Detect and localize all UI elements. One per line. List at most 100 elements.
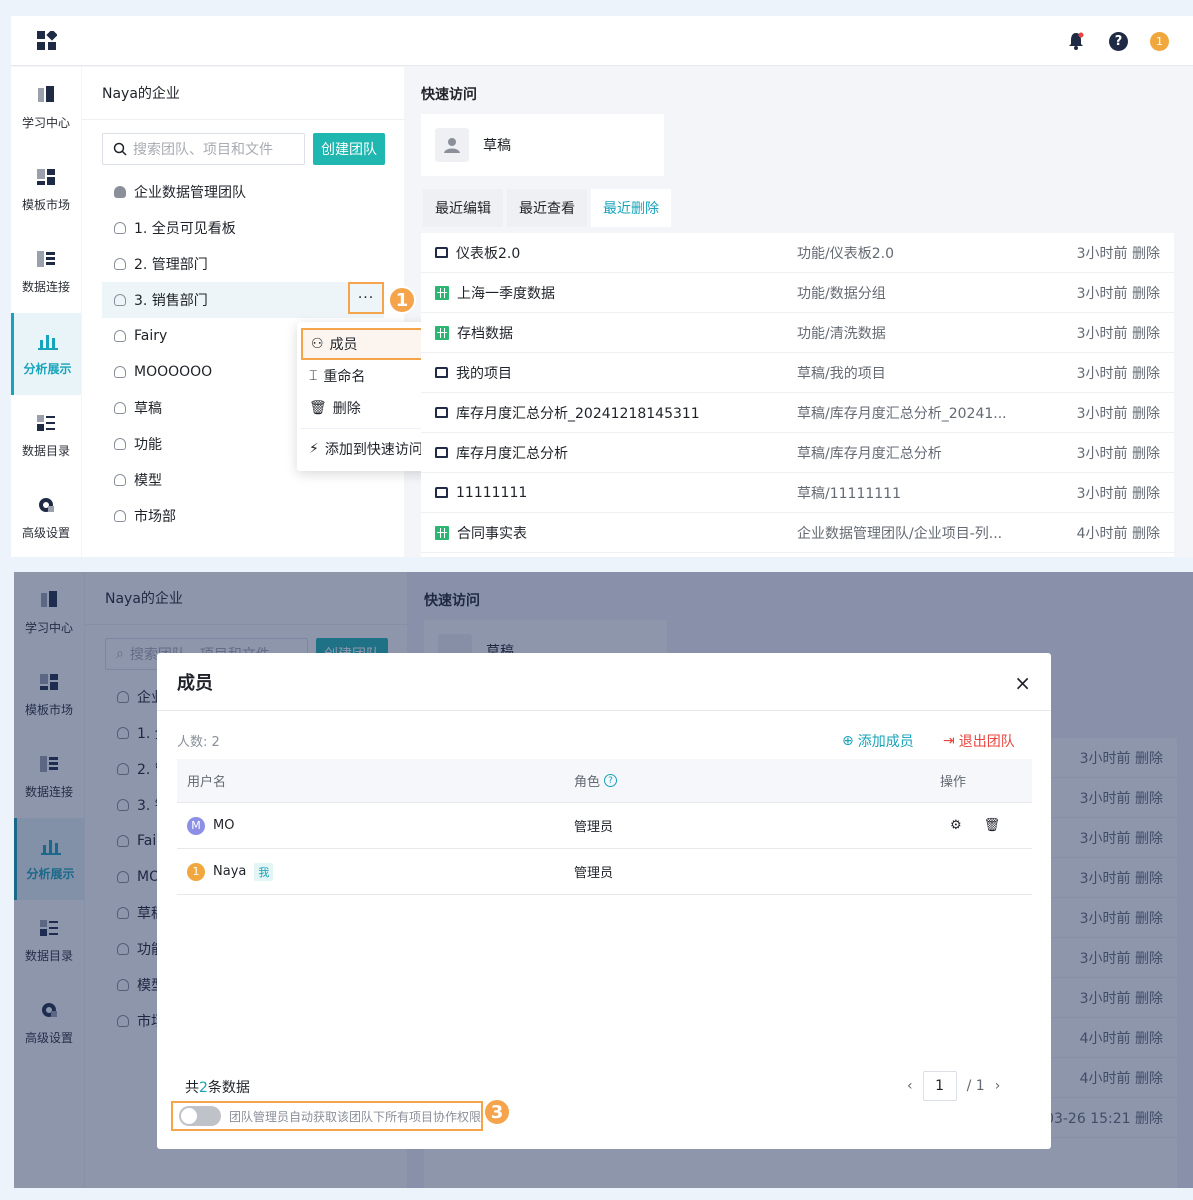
auto-permission-toggle[interactable] — [179, 1106, 221, 1126]
file-row[interactable]: 我的项目 草稿/我的项目 3小时前 删除 — [421, 353, 1174, 393]
spreadsheet-icon — [435, 285, 449, 300]
dashboard-icon — [435, 407, 448, 418]
team-icon — [114, 402, 126, 414]
team-item[interactable]: 模型 — [102, 462, 384, 498]
file-name: 仪表板2.0 — [456, 245, 521, 262]
team-item[interactable]: 1. 全员可见看板 — [102, 210, 384, 246]
dashboard-icon — [435, 367, 448, 378]
help-icon[interactable]: ? — [1109, 31, 1128, 51]
search-input[interactable]: 搜索团队、项目和文件 — [102, 133, 305, 165]
file-row[interactable]: 库存月度汇总分析 草稿/库存月度汇总分析 3小时前 删除 — [421, 433, 1174, 473]
nav-item-learning[interactable]: 学习中心 — [11, 67, 81, 149]
dashboard-icon — [435, 487, 448, 498]
file-row[interactable]: 合同事实表 企业数据管理团队/企业项目-列... 4小时前 删除 — [421, 513, 1174, 553]
role-value: 管理员 — [574, 866, 614, 881]
quick-access-card[interactable]: 草稿 — [421, 114, 664, 176]
add-member-button[interactable]: ⊕ 添加成员 — [842, 733, 914, 750]
file-time: 3小时前 删除 — [1076, 445, 1160, 462]
bell-icon[interactable] — [1065, 30, 1087, 52]
file-time: 3小时前 删除 — [1076, 245, 1160, 262]
screenshot-members-modal: 学习中心 模板市场 数据连接 分析展示 数据目录 高级设置 Naya的企业 ⌕搜… — [14, 572, 1193, 1188]
auto-permission-setting: 团队管理员自动获取该团队下所有项目协作权限 — [171, 1101, 483, 1131]
table-row: 1 Naya 我 管理员 — [177, 849, 1032, 895]
file-time: 3小时前 删除 — [1076, 405, 1160, 422]
file-row[interactable]: 库存月度汇总分析_20241218145311 草稿/库存月度汇总分析_20241… — [421, 393, 1174, 433]
search-icon — [113, 142, 127, 156]
nav-item-settings[interactable]: 高级设置 — [11, 477, 81, 557]
nav-item-template[interactable]: 模板市场 — [11, 149, 81, 231]
file-path: 企业数据管理团队/企业项目-列... — [797, 525, 1003, 542]
nav-label: 数据连接 — [21, 279, 70, 294]
close-icon[interactable]: × — [1014, 671, 1031, 695]
file-row[interactable]: 存档数据 功能/清洗数据 3小时前 删除 — [421, 313, 1174, 353]
step-badge-3: 3 — [483, 1098, 511, 1126]
chevron-left-icon[interactable]: ‹ — [907, 1078, 913, 1094]
person-icon — [435, 128, 469, 162]
file-path: 草稿/库存月度汇总分析_20241... — [797, 405, 1007, 422]
nav-item-connection[interactable]: 数据连接 — [11, 231, 81, 313]
file-row[interactable]: 仪表板2.0 功能/仪表板2.0 3小时前 删除 — [421, 233, 1174, 273]
menu-item-quick-access[interactable]: ⚡ 添加到快速访问 — [309, 441, 423, 458]
team-item[interactable]: 2. 管理部门 — [102, 246, 384, 282]
team-item[interactable]: MOOOOOO — [102, 354, 384, 390]
file-name: 11111111 — [456, 484, 528, 501]
question-icon[interactable]: ? — [604, 774, 618, 787]
team-item[interactable]: 市场部 — [102, 498, 384, 534]
dashboard-icon — [435, 247, 448, 258]
settings-icon[interactable]: ⚙ — [950, 818, 962, 833]
members-modal: 成员 × 人数: 2 ⊕ 添加成员 ⇥ 退出团队 用户名 角色? 操作 M MO 管理… — [157, 653, 1051, 1149]
left-nav: 学习中心 模板市场 数据连接 分析展示 数据目录 高级设置 — [11, 67, 81, 557]
menu-item-members[interactable]: ⚇ 成员 — [301, 328, 433, 360]
modal-title: 成员 — [177, 672, 213, 694]
team-icon — [114, 222, 126, 234]
modal-header: 成员 × — [157, 653, 1051, 711]
team-item[interactable]: 功能 — [102, 426, 384, 462]
org-name: Naya的企业 — [102, 86, 180, 102]
chevron-right-icon[interactable]: › — [994, 1078, 1001, 1094]
team-list: 企业数据管理团队 1. 全员可见看板 2. 管理部门 3. 销售部门 Fairy… — [102, 174, 384, 534]
trash-icon[interactable]: 🗑 — [983, 818, 1001, 833]
file-name: 库存月度汇总分析_20241218145311 — [456, 405, 700, 422]
team-item[interactable]: 草稿 — [102, 390, 384, 426]
logout-icon: ⇥ — [943, 733, 955, 749]
nav-item-analysis[interactable]: 分析展示 — [11, 313, 81, 395]
tab-recent-delete[interactable]: 最近删除 — [591, 189, 671, 227]
file-path: 草稿/我的项目 — [797, 365, 886, 382]
file-name: 上海一季度数据 — [457, 285, 555, 302]
nav-label: 高级设置 — [21, 525, 70, 540]
team-item[interactable]: 企业数据管理团队 — [102, 174, 384, 210]
apps-logo-icon[interactable] — [37, 31, 57, 51]
nav-item-catalog[interactable]: 数据目录 — [11, 395, 81, 477]
nav-label: 模板市场 — [21, 197, 70, 212]
user-avatar[interactable]: 1 — [1150, 31, 1169, 51]
file-row[interactable]: 11111111 草稿/11111111 3小时前 删除 — [421, 473, 1174, 513]
search-placeholder: 搜索团队、项目和文件 — [133, 142, 273, 158]
file-row[interactable]: 上海一季度数据 功能/数据分组 3小时前 删除 — [421, 273, 1174, 313]
file-time: 3小时前 删除 — [1076, 325, 1160, 342]
trash-icon: 🗑 — [309, 400, 327, 416]
exit-team-button[interactable]: ⇥ 退出团队 — [943, 733, 1015, 750]
team-icon — [114, 258, 126, 270]
page-total: / 1 — [966, 1078, 985, 1094]
rename-icon: ⌶ — [309, 368, 318, 384]
file-name: 库存月度汇总分析 — [456, 445, 568, 462]
more-options-button[interactable]: ··· — [348, 282, 384, 314]
members-table: 用户名 角色? 操作 M MO 管理员 ⚙ 🗑 1 Naya 我 管理员 — [177, 759, 1032, 895]
team-icon — [114, 330, 126, 342]
tab-recent-view[interactable]: 最近查看 — [507, 189, 587, 227]
col-username: 用户名 — [187, 775, 227, 790]
file-path: 功能/清洗数据 — [797, 325, 886, 342]
page-input[interactable]: 1 — [922, 1071, 957, 1101]
file-path: 草稿/11111111 — [797, 485, 901, 502]
member-count: 人数: 2 — [177, 735, 220, 750]
nav-label: 分析展示 — [23, 361, 72, 376]
spreadsheet-icon — [435, 325, 449, 340]
menu-item-rename[interactable]: ⌶ 重命名 — [309, 368, 366, 385]
tab-recent-edit[interactable]: 最近编辑 — [423, 189, 503, 227]
create-team-button[interactable]: 创建团队 — [313, 133, 385, 165]
team-item[interactable]: Fairy — [102, 318, 384, 354]
connection-icon — [37, 250, 55, 267]
role-value: 管理员 — [574, 820, 614, 835]
menu-item-delete[interactable]: 🗑 删除 — [309, 400, 361, 417]
team-item-selected[interactable]: 3. 销售部门 — [102, 282, 384, 318]
